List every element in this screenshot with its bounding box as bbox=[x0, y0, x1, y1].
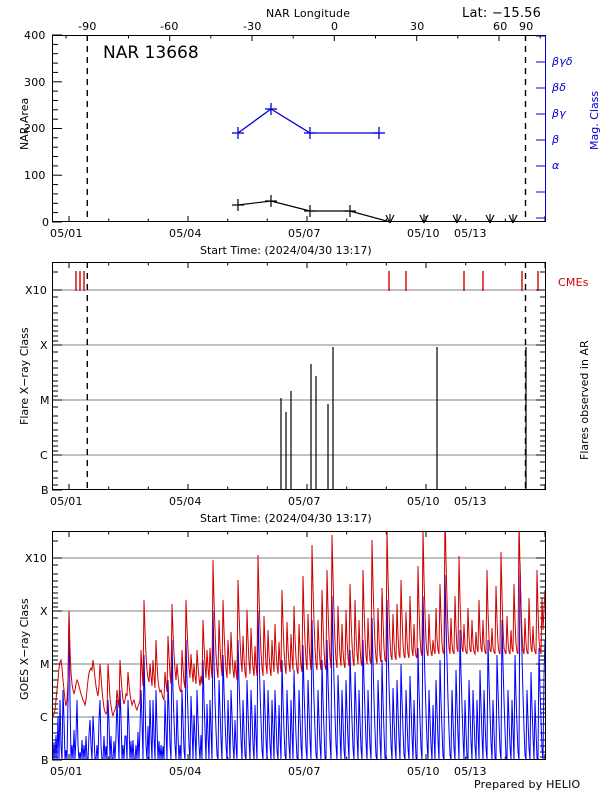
goes-long-trace bbox=[53, 532, 545, 717]
lat-annotation: Lat: −15.56 bbox=[462, 6, 542, 21]
xtick-panel2-0: 05/01 bbox=[50, 495, 83, 508]
top-tick-90: 90 bbox=[519, 20, 534, 33]
xtick-panel2-4: 05/13 bbox=[454, 495, 487, 508]
ytick-panel1-0: 0 bbox=[42, 216, 50, 229]
xtick-panel1-3: 05/10 bbox=[407, 227, 440, 240]
ytick-panel2-x: X bbox=[40, 339, 48, 352]
xtick-panel3-1: 05/04 bbox=[169, 765, 202, 778]
ytick-panel1-200: 200 bbox=[24, 122, 46, 135]
page-title: NAR 13668 bbox=[103, 43, 199, 63]
top-tick--60: -60 bbox=[160, 20, 179, 33]
xtick-panel1-4: 05/13 bbox=[454, 227, 487, 240]
xtick-panel3-2: 05/07 bbox=[288, 765, 321, 778]
mag-class-tick-beta: β bbox=[552, 133, 560, 146]
mag-class-tick-betagamma: βγ bbox=[552, 107, 566, 120]
xtick-panel1-2: 05/07 bbox=[288, 227, 321, 240]
mag-class-tick-alpha: α bbox=[552, 159, 560, 172]
top-tick-0: 0 bbox=[331, 20, 339, 33]
x-axis-title-panel1: Start Time: (2024/04/30 13:17) bbox=[200, 244, 372, 257]
top-tick-30: 30 bbox=[410, 20, 425, 33]
top-tick-60: 60 bbox=[493, 20, 508, 33]
xtick-panel2-3: 05/10 bbox=[407, 495, 440, 508]
panel2-graphics bbox=[52, 262, 546, 491]
top-tick--30: -30 bbox=[243, 20, 262, 33]
prepared-by-label: Prepared by HELIO bbox=[474, 778, 581, 791]
top-axis-title: NAR Longitude bbox=[266, 7, 351, 20]
ytick-panel1-100: 100 bbox=[24, 169, 46, 182]
panel1-graphics bbox=[52, 34, 546, 224]
xtick-panel2-2: 05/07 bbox=[288, 495, 321, 508]
ytick-panel3-b: B bbox=[41, 754, 49, 767]
xtick-panel3-3: 05/10 bbox=[407, 765, 440, 778]
ytick-panel2-c: C bbox=[40, 449, 48, 462]
ytick-panel1-300: 300 bbox=[24, 76, 46, 89]
xtick-panel1-0: 05/01 bbox=[50, 227, 83, 240]
ytick-panel3-x: X bbox=[40, 605, 48, 618]
plot-frame-flares bbox=[52, 262, 546, 490]
x-axis-title-panel2: Start Time: (2024/04/30 13:17) bbox=[200, 512, 372, 525]
ytick-panel2-b: B bbox=[41, 484, 49, 497]
top-tick--90: -90 bbox=[78, 20, 97, 33]
xtick-panel3-0: 05/01 bbox=[50, 765, 83, 778]
xtick-panel1-1: 05/04 bbox=[169, 227, 202, 240]
ytick-panel3-x10: X10 bbox=[25, 552, 48, 565]
ytick-panel2-m: M bbox=[40, 394, 50, 407]
xtick-panel2-1: 05/04 bbox=[169, 495, 202, 508]
ytick-panel1-400: 400 bbox=[24, 29, 46, 42]
mag-class-tick-betadelta: βδ bbox=[552, 81, 567, 94]
xtick-panel3-4: 05/13 bbox=[454, 765, 487, 778]
goes-short-trace bbox=[53, 561, 545, 759]
mag-class-tick-betagammadelta: βγδ bbox=[552, 55, 573, 68]
cmes-label: CMEs bbox=[558, 276, 589, 289]
ytick-panel3-m: M bbox=[40, 658, 50, 671]
ytick-panel3-c: C bbox=[40, 711, 48, 724]
ytick-panel2-x10: X10 bbox=[25, 284, 48, 297]
